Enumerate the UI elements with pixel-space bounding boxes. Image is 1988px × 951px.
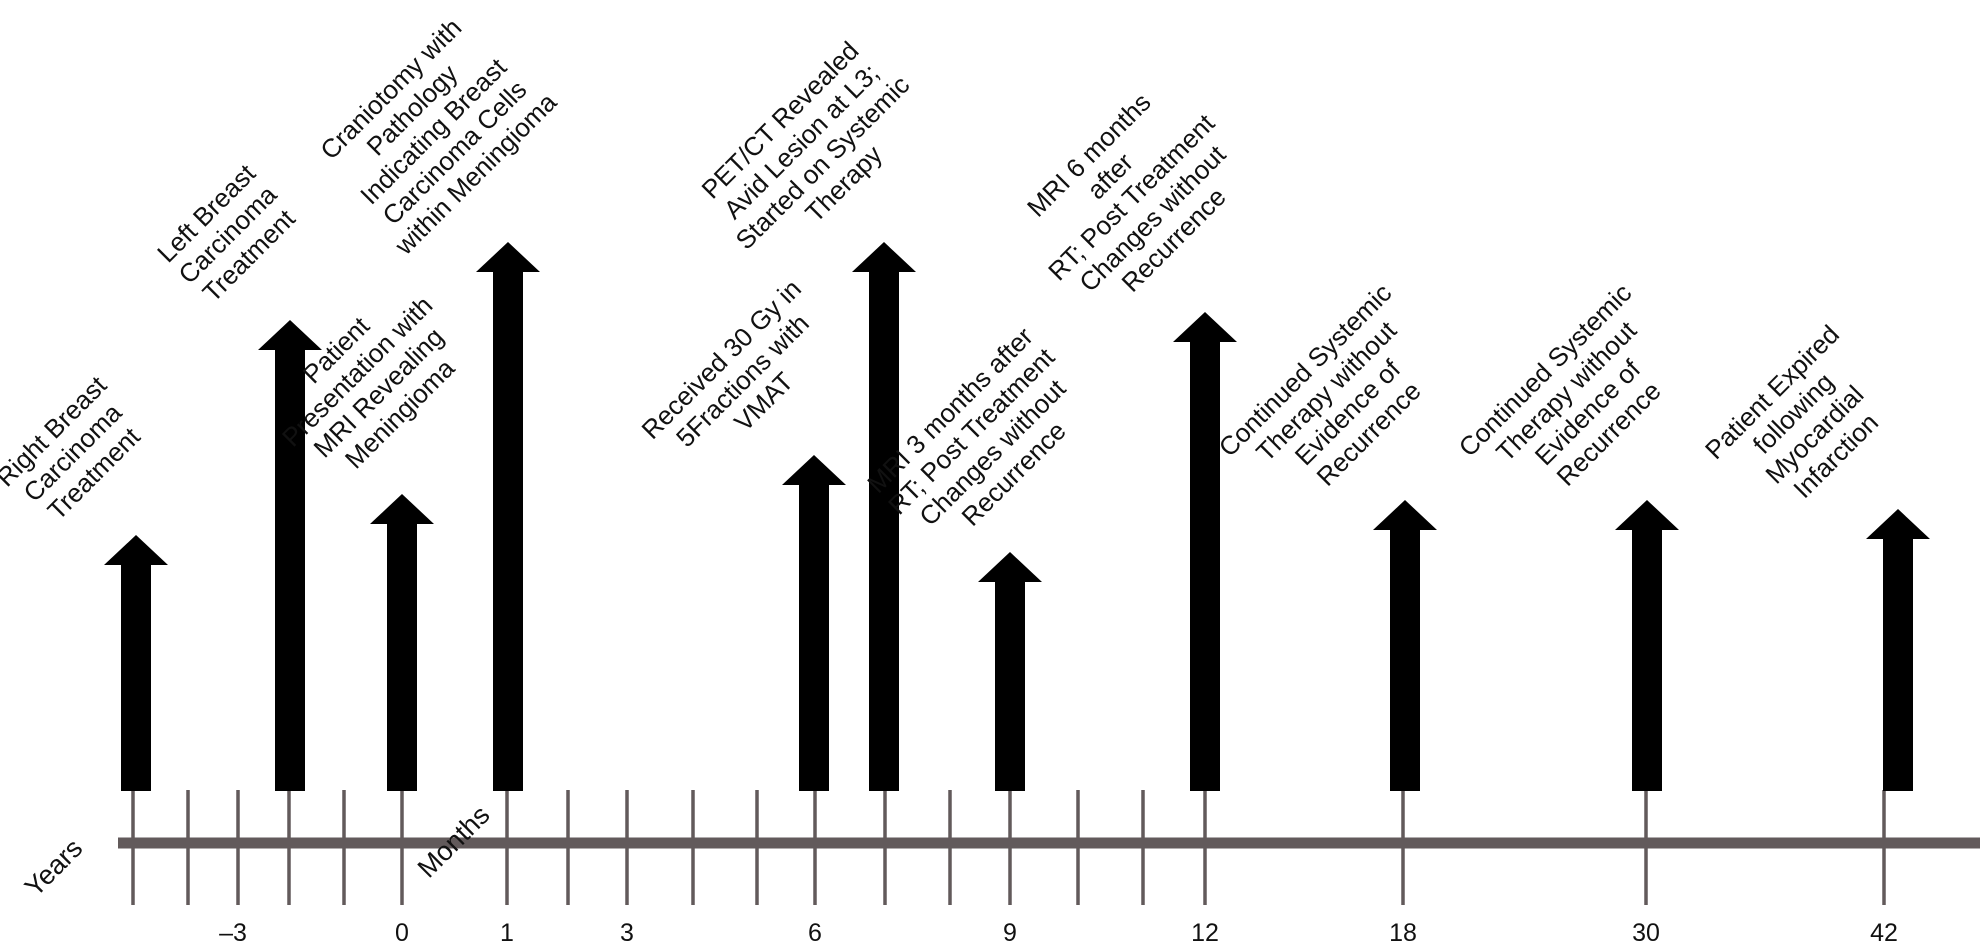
axis-tick-label: 30: [1632, 919, 1660, 947]
axis-tick-label: 9: [1003, 919, 1017, 947]
event-arrow: [476, 242, 540, 791]
axis-tick-label: –3: [219, 919, 247, 947]
event-label: Continued SystemicTherapy withoutEvidenc…: [1453, 278, 1701, 526]
event-label: Patient ExpiredfollowingMyocardialInfarc…: [1699, 319, 1909, 529]
event-arrow: [1373, 500, 1437, 791]
event-arrow: [370, 494, 434, 791]
event-label: Right BreastCarcinomaTreatment: [0, 369, 155, 534]
event-arrow: [782, 455, 846, 791]
axis-tick-label: 0: [395, 919, 409, 947]
axis-tick-labels: –3 0 1 3 6 9 12 18 30 42: [219, 919, 1898, 947]
event-arrow: [1615, 500, 1679, 791]
event-label: Continued SystemicTherapy withoutEvidenc…: [1213, 278, 1461, 526]
event-label: PET/CT RevealedAvid Lesion at L3;Started…: [687, 27, 936, 276]
event-label: MRI 6 monthsafterRT; Post TreatmentChang…: [1000, 65, 1264, 329]
years-axis-label: Years: [19, 833, 88, 902]
event-arrows: [104, 242, 1930, 791]
event-label: Received 30 Gy in5Fractions withVMAT: [635, 273, 849, 487]
event-arrow: [978, 552, 1042, 791]
event-arrow: [1866, 509, 1930, 791]
axis-tick-label: 42: [1870, 919, 1898, 947]
axis-tick-label: 3: [620, 919, 634, 947]
event-arrow: [104, 535, 168, 791]
axis-tick-label: 6: [808, 919, 822, 947]
axis-tick-label: 18: [1389, 919, 1417, 947]
event-label: Craniotomy withPathologyIndicating Breas…: [303, 2, 562, 261]
event-arrow: [258, 320, 322, 791]
event-arrow: [1173, 312, 1237, 791]
event-arrow: [852, 242, 916, 791]
axis-tick-label: 1: [500, 919, 514, 947]
event-label: Left BreastCarcinomaTreatment: [151, 158, 304, 311]
axis-tick-label: 12: [1191, 919, 1219, 947]
